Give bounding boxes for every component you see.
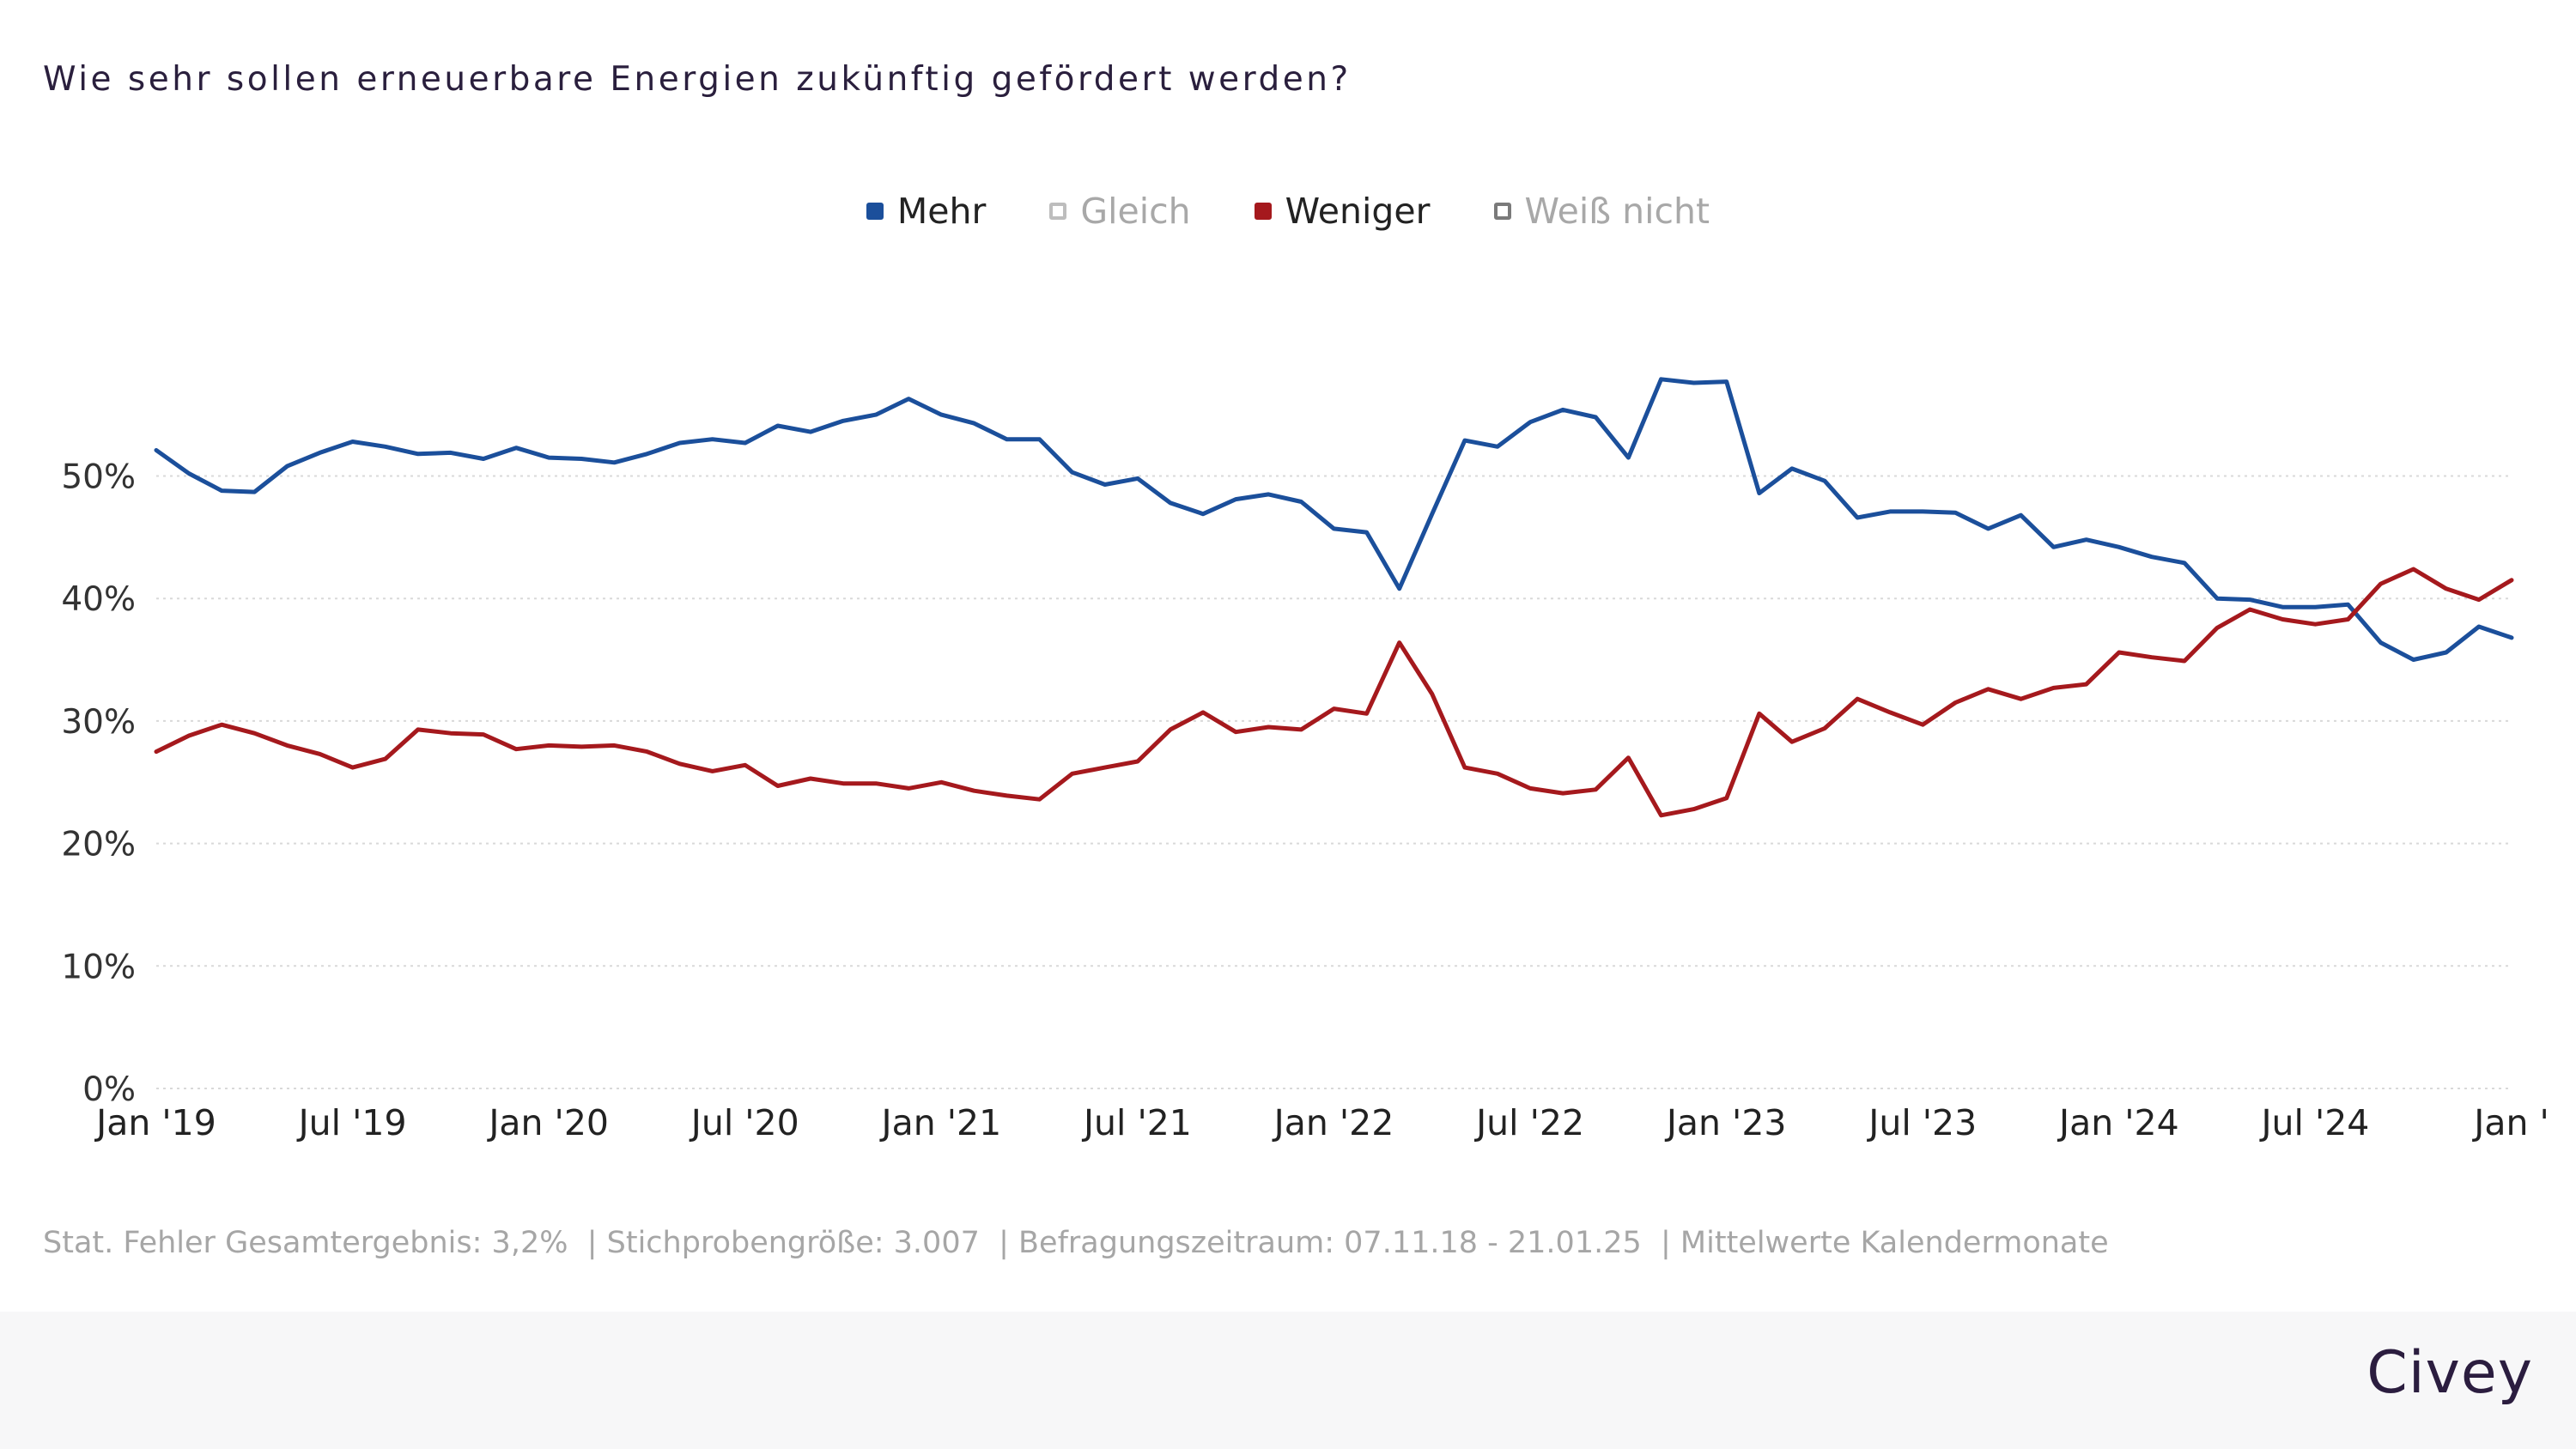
x-tick-label: Jul '20 — [689, 1102, 799, 1143]
legend-label-weiss-nicht: Weiß nicht — [1524, 191, 1710, 232]
legend-swatch-gleich — [1049, 203, 1067, 220]
series-line-mehr — [154, 377, 2514, 662]
x-tick-label: Jan '20 — [486, 1102, 609, 1143]
series-lines — [154, 377, 2514, 818]
legend-swatch-mehr — [866, 203, 884, 220]
chart-title: Wie sehr sollen erneuerbare Energien zuk… — [43, 60, 1352, 99]
y-tick-label: 40% — [61, 580, 136, 619]
y-tick-label: 10% — [61, 948, 136, 986]
x-tick-label: Jul '22 — [1473, 1102, 1584, 1143]
line-chart: 0%10%20%30%40%50% Jan '19 Jul '19 Jan '20 J… — [61, 377, 2549, 1143]
legend-label-weniger: Weniger — [1285, 191, 1431, 232]
chart-legend: Mehr Gleich Weniger Weiß nicht — [0, 191, 2576, 232]
y-tick-label: 30% — [61, 703, 136, 742]
footer-band — [0, 1312, 2576, 1449]
legend-item-weiss-nicht[interactable]: Weiß nicht — [1493, 191, 1710, 232]
legend-swatch-weniger — [1254, 203, 1272, 220]
y-axis: 0% 10% 20% 30% 40% 50% — [61, 458, 136, 1110]
series-line-weniger — [154, 567, 2514, 818]
x-tick-label: Jan ' — [2471, 1102, 2549, 1143]
legend-label-mehr: Mehr — [896, 191, 987, 232]
x-tick-label: Jul '23 — [1866, 1102, 1977, 1143]
x-tick-label: Jan '19 — [94, 1102, 216, 1143]
x-axis: Jan '19 Jul '19 Jan '20 Jul '20 Jan '21 Jul '… — [94, 1102, 2549, 1143]
y-tick-label: 20% — [61, 826, 136, 864]
legend-item-mehr[interactable]: Mehr — [866, 191, 986, 232]
x-tick-label: Jan '21 — [878, 1102, 1001, 1143]
grid-lines — [156, 475, 2512, 1089]
x-tick-label: Jul '19 — [296, 1102, 407, 1143]
x-tick-label: Jul '21 — [1081, 1102, 1192, 1143]
legend-item-gleich[interactable]: Gleich — [1049, 191, 1191, 232]
x-tick-label: Jul '24 — [2258, 1102, 2369, 1143]
y-tick-label: 0% — [82, 1070, 136, 1109]
x-tick-label: Jan '23 — [1664, 1102, 1787, 1143]
legend-swatch-weiss-nicht — [1493, 203, 1511, 220]
legend-label-gleich: Gleich — [1080, 191, 1191, 232]
x-tick-label: Jan '24 — [2057, 1102, 2179, 1143]
footnote: Stat. Fehler Gesamtergebnis: 3,2% | Stic… — [43, 1226, 2109, 1260]
legend-item-weniger[interactable]: Weniger — [1254, 191, 1431, 232]
x-tick-label: Jan '22 — [1272, 1102, 1394, 1143]
y-tick-label: 50% — [61, 458, 136, 497]
civey-logo: Civey — [2366, 1339, 2533, 1407]
